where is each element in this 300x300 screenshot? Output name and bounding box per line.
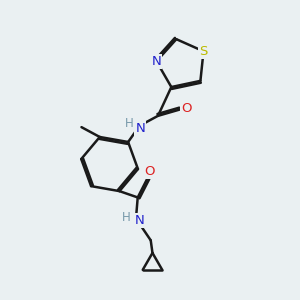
Text: N: N bbox=[152, 55, 161, 68]
Text: H: H bbox=[125, 117, 134, 130]
Text: N: N bbox=[136, 122, 145, 135]
Text: S: S bbox=[199, 45, 208, 58]
Text: H: H bbox=[122, 211, 130, 224]
Text: N: N bbox=[135, 214, 144, 227]
Text: O: O bbox=[181, 102, 191, 115]
Text: O: O bbox=[144, 165, 154, 178]
